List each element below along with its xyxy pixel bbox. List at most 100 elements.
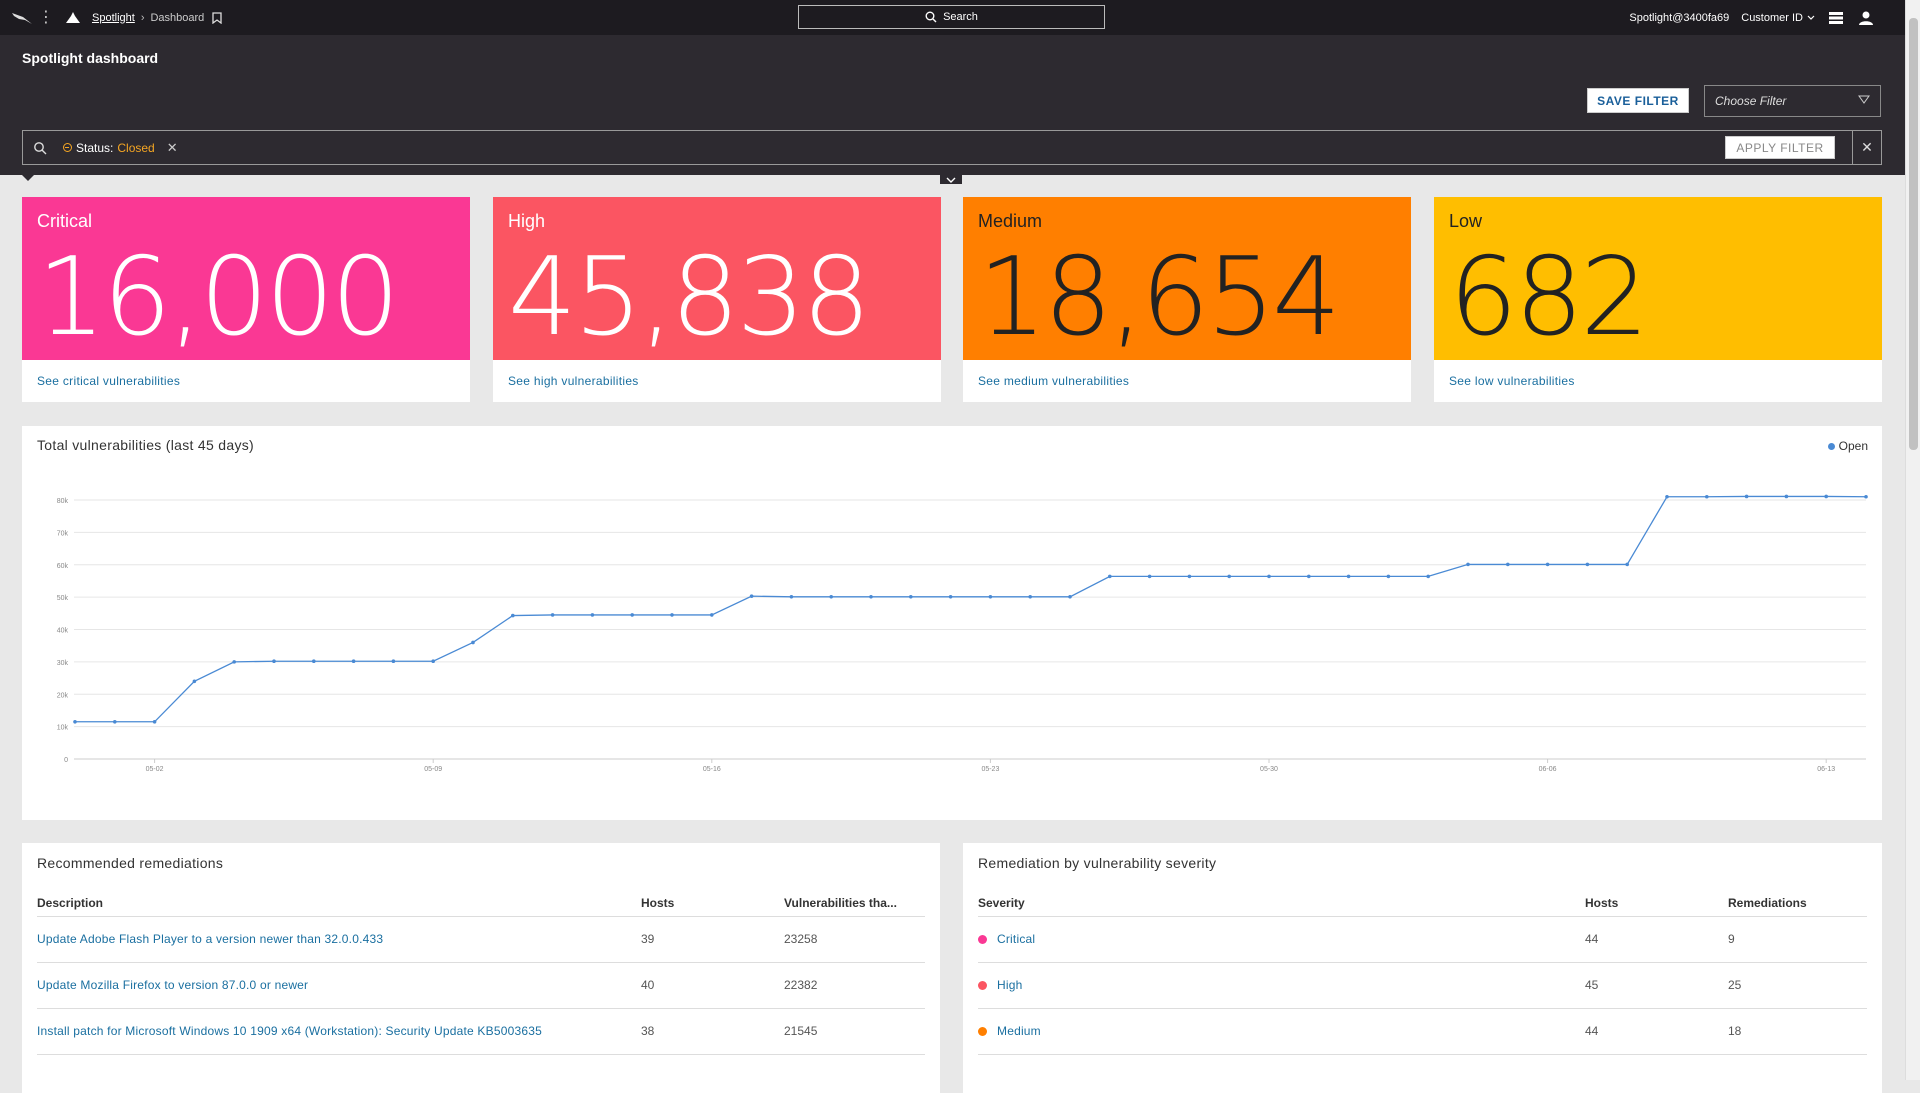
page-title: Spotlight dashboard [22,50,159,66]
exclude-icon [63,143,72,152]
x-tick-label: 05-02 [146,766,164,773]
data-point [590,613,595,617]
data-point [1187,574,1192,579]
data-point [550,613,555,617]
see-medium-link[interactable]: See medium vulnerabilities [978,374,1130,388]
severity-dot [978,1027,987,1037]
data-point [1108,574,1112,579]
series-line-open [75,495,1867,723]
search-label: Search [943,11,978,23]
severity-link[interactable]: Critical [997,932,1036,946]
data-point [1506,562,1510,567]
y-tick-label: 20k [57,692,69,699]
x-tick-label: 06-13 [1817,766,1835,773]
filter-chip-key: Status: [76,140,114,155]
see-low-link[interactable]: See low vulnerabilities [1449,374,1575,388]
y-tick-label: 30k [57,660,69,667]
critical-card: Critical 16,000 See critical vulnerabili… [22,197,470,402]
notifications-icon[interactable] [1827,9,1845,27]
total-vulnerabilities-panel: 0 10k 20k 30k 40k 50k 60k 70k 80k 05-02 05-09 05-16… [22,426,1882,820]
remediations-cell: 25 [1728,962,1867,1009]
data-point [1147,574,1152,579]
high-card: High 45,838 See high vulnerabilities [493,197,941,402]
data-point [1824,494,1828,499]
data-point [1426,574,1430,579]
remediation-link[interactable]: Install patch for Microsoft Windows 10 1… [37,1024,542,1038]
data-point [1545,562,1550,567]
vulns-cell: 23258 [784,916,925,963]
data-point [869,595,873,599]
filter-bar[interactable]: Status: Closed ✕ APPLY FILTER ✕ [22,130,1882,165]
collapse-header-button[interactable] [940,175,962,184]
column-header[interactable]: Hosts [1585,890,1728,917]
data-point [1307,574,1311,579]
panel-title: Recommended remediations [37,855,224,871]
remediation-link[interactable]: Update Mozilla Firefox to version 87.0.0… [37,978,309,992]
choose-filter-select[interactable]: Choose Filter [1704,85,1881,117]
y-tick-label: 70k [57,530,69,537]
legend-swatch [1827,442,1835,450]
x-tick-label: 05-16 [703,766,721,773]
card-label: High [508,211,546,231]
table-row: Update Adobe Flash Player to a version n… [37,916,925,963]
column-header[interactable]: Hosts [641,890,784,917]
vertical-scrollbar[interactable] [1905,0,1920,1080]
status-filter-chip[interactable]: Status: Closed ✕ [63,140,178,156]
table-row: High 45 25 [978,962,1867,1009]
search-icon [34,141,47,154]
remove-filter-icon[interactable]: ✕ [166,139,178,155]
data-point [351,659,356,664]
column-header[interactable]: Severity [978,890,1585,917]
card-label: Medium [978,211,1043,231]
data-point [1466,562,1470,567]
apply-filter-button[interactable]: APPLY FILTER [1725,136,1835,159]
data-point [391,659,396,664]
vulnerabilities-line-chart: 0 10k 20k 30k 40k 50k 60k 70k 80k 05-02 05-09 05-16… [57,494,1868,773]
severity-dot [978,981,987,991]
remediation-link[interactable]: Update Adobe Flash Player to a version n… [37,932,384,946]
save-filter-button[interactable]: SAVE FILTER [1587,88,1689,113]
data-point [1028,595,1032,599]
data-point [73,719,77,724]
clear-filter-icon[interactable]: ✕ [1852,131,1881,164]
user-icon[interactable] [1857,9,1875,27]
severity-link[interactable]: High [997,978,1023,992]
data-point [670,613,674,617]
panel-title: Remediation by vulnerability severity [978,855,1217,871]
global-search-button[interactable]: Search [798,5,1105,29]
data-point [431,659,436,664]
breadcrumb-app-link[interactable]: Spotlight [92,11,135,24]
bookmark-icon[interactable] [212,11,224,25]
column-header[interactable]: Remediations [1728,890,1867,917]
breadcrumb-page: Dashboard [150,11,205,24]
column-header[interactable]: Description [37,890,641,917]
see-critical-link[interactable]: See critical vulnerabilities [37,374,181,388]
see-high-link[interactable]: See high vulnerabilities [508,374,639,388]
scrollbar-thumb[interactable] [1909,18,1918,450]
legend-label: Open [1838,439,1868,453]
card-count: 45,838 [508,235,871,360]
data-point [1784,494,1789,499]
column-header[interactable]: Vulnerabilities tha... [784,890,925,917]
data-point [909,595,913,599]
falcon-logo-icon[interactable] [10,6,34,30]
data-point [152,719,157,724]
hosts-cell: 44 [1585,1008,1728,1055]
remediations-cell: 18 [1728,1008,1867,1055]
data-point [471,640,475,645]
x-tick-label: 06-06 [1539,766,1557,773]
customer-id-dropdown[interactable]: Customer ID [1741,12,1815,24]
card-label: Critical [37,211,93,231]
severity-link[interactable]: Medium [997,1024,1041,1038]
data-point [1068,595,1072,599]
chart-legend[interactable]: Open [1827,439,1868,453]
data-point [749,594,754,598]
data-point [192,679,197,684]
menu-kebab-icon[interactable]: ⋮ [38,8,54,26]
table-row: Medium 44 18 [978,1008,1867,1055]
user-account-label[interactable]: Spotlight@3400fa69 [1629,11,1730,24]
chevron-down-icon [1807,15,1815,20]
chevron-right-icon: › [140,11,145,24]
data-point [1227,574,1231,579]
data-point [1625,562,1629,567]
